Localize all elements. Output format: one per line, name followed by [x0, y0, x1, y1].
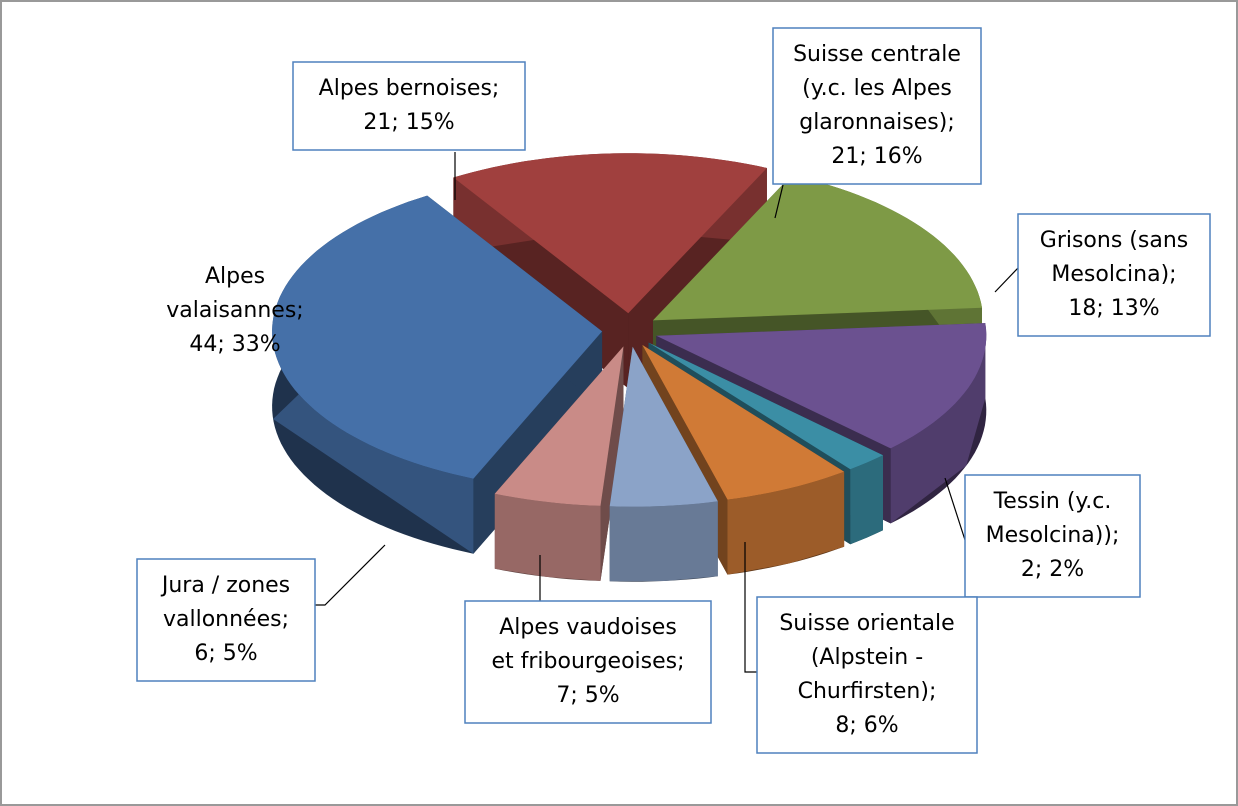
slice [652, 175, 982, 321]
slice [656, 323, 987, 449]
label-box [772, 27, 982, 185]
data-label: Churfirsten); [798, 679, 937, 704]
slice [609, 346, 718, 507]
slice-edge [494, 493, 601, 581]
label-box [756, 596, 978, 754]
slice-edge [850, 455, 883, 545]
data-label: 18; 13% [1068, 296, 1159, 321]
data-label: 21; 16% [831, 144, 922, 169]
leader-line [994, 267, 1019, 293]
slice [642, 345, 845, 500]
data-label: Grisons (sans [1040, 228, 1188, 253]
data-label: Suisse centrale [793, 42, 961, 67]
leader-line [744, 542, 757, 673]
slice [453, 153, 767, 314]
data-label: Jura / zones [160, 573, 290, 598]
data-label: Mesolcina)); [986, 523, 1120, 548]
slice [609, 346, 718, 582]
data-label: 2; 2% [1021, 557, 1084, 582]
leader-line [774, 184, 784, 219]
data-label: valaisannes; [166, 298, 303, 323]
label-box [136, 558, 316, 682]
slice [648, 342, 883, 470]
data-label: Alpes vaudoises [499, 615, 677, 640]
data-label: 44; 33% [189, 332, 280, 357]
slice [272, 195, 603, 479]
data-label: 7; 5% [556, 683, 619, 708]
data-label: (y.c. les Alpes [802, 76, 952, 101]
leader-line [315, 544, 386, 606]
data-label: 8; 6% [835, 713, 898, 738]
label-box [964, 474, 1141, 598]
data-label: Alpes bernoises; [319, 76, 500, 101]
data-label: glaronnaises); [799, 110, 955, 135]
data-label: Suisse orientale [779, 611, 954, 636]
slice-edge [890, 323, 987, 524]
slice-edge [609, 501, 718, 582]
data-label: Tessin (y.c. [993, 489, 1112, 514]
data-label: et fribourgeoises; [491, 649, 684, 674]
data-label: 6; 5% [194, 641, 257, 666]
slice-edge [727, 471, 845, 575]
slice [494, 346, 624, 506]
data-label: Alpes [205, 264, 265, 289]
label-box [292, 61, 526, 151]
data-label: vallonnées; [163, 607, 289, 632]
leader-line [944, 477, 966, 541]
slice [494, 346, 624, 581]
label-box [1017, 213, 1211, 337]
data-label: 21; 15% [363, 110, 454, 135]
label-box [464, 600, 712, 724]
data-label: (Alpstein - [811, 645, 923, 670]
data-label: Mesolcina); [1051, 262, 1176, 287]
